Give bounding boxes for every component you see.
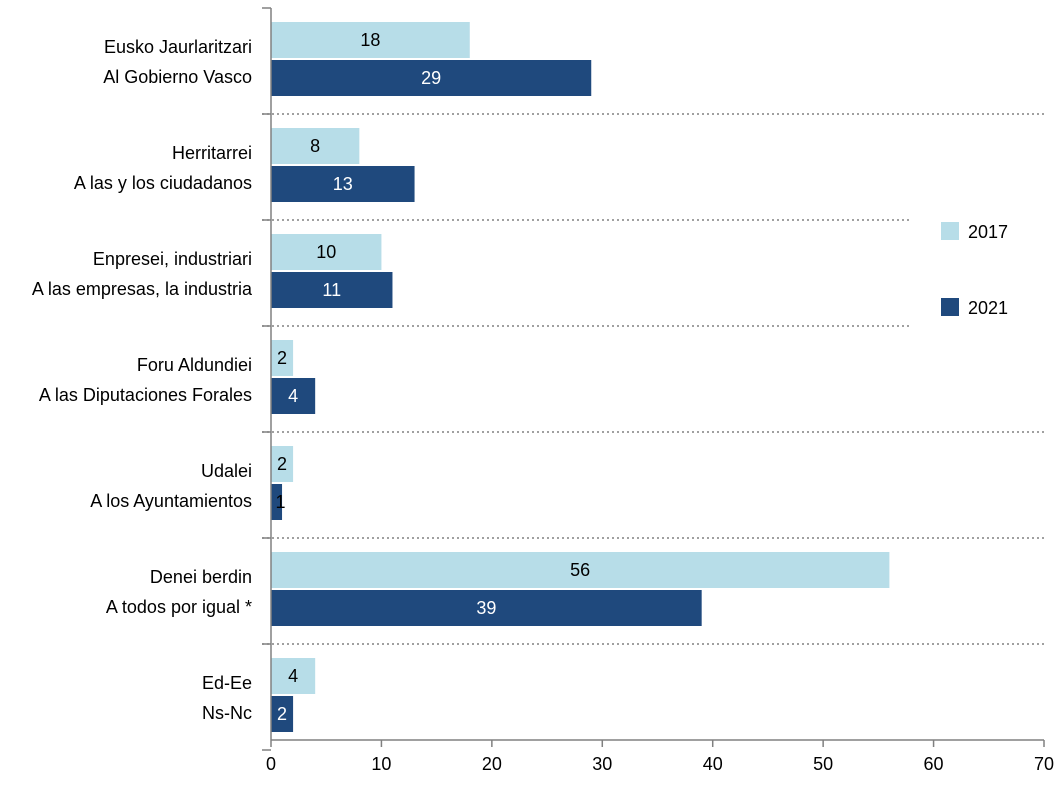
bar-label-2017-1: 8 [310, 136, 320, 156]
x-tick-label-30: 30 [592, 754, 612, 774]
category-label-line2-0: Al Gobierno Vasco [103, 67, 252, 87]
bar-2021-1 [271, 166, 415, 202]
bar-label-2017-3: 2 [277, 348, 287, 368]
category-label-line1-0: Eusko Jaurlaritzari [104, 37, 252, 57]
category-label-line2-4: A los Ayuntamientos [90, 491, 252, 511]
bar-2017-5 [271, 552, 890, 588]
category-label-line1-6: Ed-Ee [202, 673, 252, 693]
bar-2017-6 [271, 658, 316, 694]
bar-label-2017-5: 56 [570, 560, 590, 580]
x-tick-label-50: 50 [813, 754, 833, 774]
category-label-line1-5: Denei berdin [150, 567, 252, 587]
bar-label-2017-6: 4 [288, 666, 298, 686]
legend-swatch-2017 [941, 222, 959, 240]
bar-label-2021-0: 29 [421, 68, 441, 88]
x-tick-label-40: 40 [703, 754, 723, 774]
legend: 2017 2021 [941, 222, 1008, 318]
bar-2017-0 [271, 22, 470, 58]
category-separators [262, 113, 1044, 645]
bars-group [271, 22, 890, 732]
bar-label-2017-4: 2 [277, 454, 287, 474]
bar-label-2021-5: 39 [476, 598, 496, 618]
bar-2021-2 [271, 272, 393, 308]
x-tick-label-10: 10 [371, 754, 391, 774]
bar-2017-3 [271, 340, 294, 376]
category-label-line1-2: Enpresei, industriari [93, 249, 252, 269]
legend-swatch-2021 [941, 298, 959, 316]
category-label-line1-4: Udalei [201, 461, 252, 481]
bar-label-2021-3: 4 [288, 386, 298, 406]
x-tick-label-0: 0 [266, 754, 276, 774]
category-label-line2-2: A las empresas, la industria [32, 279, 253, 299]
axes-group: 0 10 20 30 40 50 60 70 [262, 7, 1054, 774]
bar-2017-1 [271, 128, 360, 164]
bar-2021-5 [271, 590, 702, 626]
legend-label-2017: 2017 [968, 222, 1008, 242]
bar-label-2021-4: 1 [276, 492, 286, 512]
bar-2017-2 [271, 234, 382, 270]
category-label-line2-1: A las y los ciudadanos [74, 173, 252, 193]
category-label-line2-5: A todos por igual * [106, 597, 252, 617]
category-label-line1-3: Foru Aldundiei [137, 355, 252, 375]
bar-2017-4 [271, 446, 294, 482]
bar-label-2021-1: 13 [333, 174, 353, 194]
x-tick-label-70: 70 [1034, 754, 1054, 774]
category-labels-group: Eusko Jaurlaritzari Al Gobierno Vasco Herr… [32, 37, 253, 723]
x-tick-label-20: 20 [482, 754, 502, 774]
x-tick-label-60: 60 [924, 754, 944, 774]
bar-2021-3 [271, 378, 316, 414]
bar-2021-0 [271, 60, 592, 96]
bar-label-2021-6: 2 [277, 704, 287, 724]
category-label-line2-3: A las Diputaciones Forales [39, 385, 252, 405]
bar-2021-4 [271, 484, 283, 520]
bar-2021-6 [271, 696, 294, 732]
bar-label-2017-2: 10 [316, 242, 336, 262]
category-label-line2-6: Ns-Nc [202, 703, 252, 723]
bar-label-2021-2: 11 [322, 280, 341, 300]
bar-label-2017-0: 18 [360, 30, 380, 50]
legend-label-2021: 2021 [968, 298, 1008, 318]
category-label-line1-1: Herritarrei [172, 143, 252, 163]
